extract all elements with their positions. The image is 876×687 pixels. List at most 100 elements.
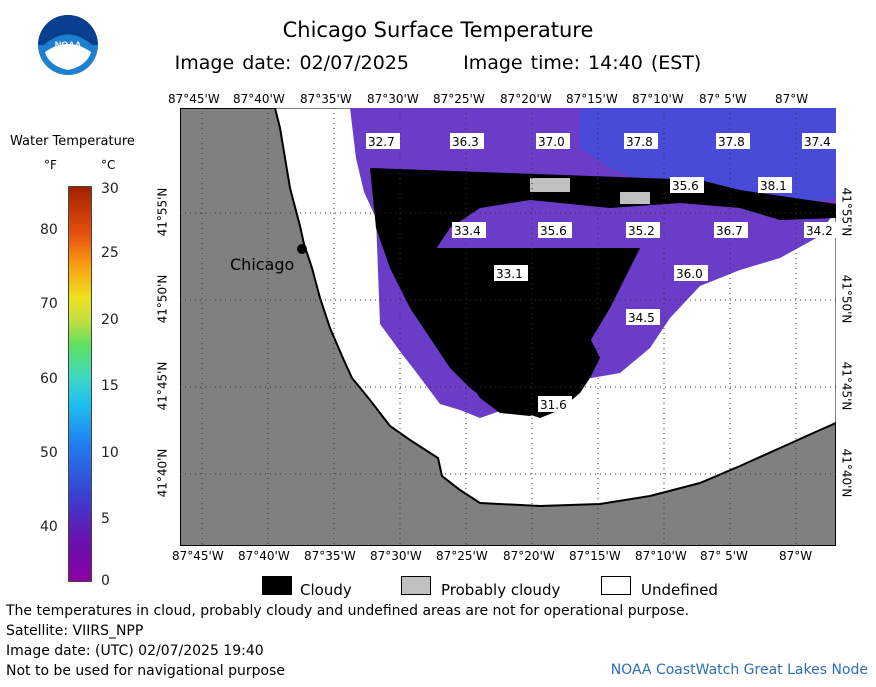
svg-text:35.6: 35.6 (672, 179, 699, 193)
utc-date-text: Image date: (UTC) 02/07/2025 19:40 (6, 643, 264, 659)
lon-label-bottom: 87°25'W (436, 549, 488, 563)
lat-label-right: 41°40'N (839, 448, 854, 498)
lon-label-top: 87°15'W (566, 92, 618, 106)
svg-text:35.2: 35.2 (628, 224, 655, 238)
f-tick: 60 (40, 371, 58, 387)
lon-label-bottom: 87°10'W (635, 549, 687, 563)
temp-label: 37.8 (716, 133, 750, 149)
lat-label-left: 41°50'N (155, 274, 170, 324)
temp-label: 31.6 (538, 396, 572, 412)
temperature-labels: 32.7 36.3 37.0 37.8 37.8 37.4 35.6 38.1 … (366, 133, 836, 412)
f-tick: 70 (40, 296, 58, 312)
lon-label-bottom: 87°W (779, 549, 813, 563)
lon-label-bottom: 87° 5'W (700, 549, 748, 563)
temp-label: 32.7 (366, 133, 400, 149)
temp-label: 38.1 (758, 177, 792, 193)
temp-label: 36.3 (450, 133, 484, 149)
c-tick: 30 (101, 181, 119, 197)
probably-cloudy-swatch (401, 576, 431, 595)
color-scale-bar (68, 186, 92, 582)
lat-label-right: 41°50'N (839, 274, 854, 324)
cloudy-swatch (262, 576, 292, 595)
svg-text:36.0: 36.0 (676, 267, 703, 281)
temp-label: 37.4 (802, 133, 836, 149)
lat-label-right: 41°45'N (839, 361, 854, 411)
probably-cloudy-area (530, 178, 570, 192)
c-tick: 5 (101, 511, 110, 527)
satellite-text: Satellite: VIIRS_NPP (6, 623, 144, 639)
unit-celsius: °C (101, 158, 116, 172)
lon-label-top: 87° 5'W (699, 92, 747, 106)
lon-label-bottom: 87°40'W (238, 549, 290, 563)
c-tick: 20 (101, 312, 119, 328)
probably-cloudy-label: Probably cloudy (441, 581, 561, 599)
lat-label-left: 41°45'N (155, 361, 170, 411)
svg-text:34.5: 34.5 (628, 311, 655, 325)
lon-label-top: 87°20'W (500, 92, 552, 106)
lon-label-bottom: 87°15'W (569, 549, 621, 563)
lon-label-top: 87°10'W (632, 92, 684, 106)
noaa-logo: NOAA (37, 14, 99, 76)
temp-label: 35.2 (626, 222, 660, 238)
c-tick: 0 (101, 573, 110, 589)
svg-text:35.6: 35.6 (540, 224, 567, 238)
svg-text:37.0: 37.0 (538, 135, 565, 149)
c-tick: 25 (101, 245, 119, 261)
lon-label-bottom: 87°30'W (370, 549, 422, 563)
temp-label: 34.2 (804, 222, 836, 238)
svg-text:37.8: 37.8 (718, 135, 745, 149)
svg-text:32.7: 32.7 (368, 135, 395, 149)
lat-label-left: 41°40'N (155, 448, 170, 498)
svg-text:33.1: 33.1 (496, 267, 523, 281)
temp-label: 34.5 (626, 309, 660, 325)
temp-label: 33.4 (452, 222, 486, 238)
credit-text: NOAA CoastWatch Great Lakes Node (610, 662, 868, 678)
c-tick: 10 (101, 445, 119, 461)
image-time: Image time: 14:40 (EST) (463, 52, 702, 74)
temp-label: 33.1 (494, 265, 528, 281)
lat-label-right: 41°55'N (839, 187, 854, 237)
f-tick: 80 (40, 222, 58, 238)
disclaimer-text: The temperatures in cloud, probably clou… (6, 603, 690, 619)
temp-label: 37.0 (536, 133, 570, 149)
image-date: Image date: 02/07/2025 (174, 52, 410, 74)
lon-label-bottom: 87°45'W (172, 549, 224, 563)
lon-label-top: 87°40'W (233, 92, 285, 106)
lon-label-top: 87°W (775, 92, 809, 106)
svg-text:31.6: 31.6 (540, 398, 567, 412)
undefined-label: Undefined (641, 581, 718, 599)
lon-label-top: 87°45'W (168, 92, 220, 106)
undefined-swatch (601, 576, 631, 595)
svg-text:38.1: 38.1 (760, 179, 787, 193)
city-label: Chicago (230, 255, 294, 274)
temperature-map: Chicago 32.7 36.3 37.0 37.8 37.8 37.4 35… (180, 108, 836, 546)
temp-label: 36.7 (714, 222, 748, 238)
land-area (180, 108, 836, 546)
lon-label-bottom: 87°20'W (503, 549, 555, 563)
image-datetime: Image date: 02/07/2025 Image time: 14:40… (0, 52, 876, 74)
f-tick: 40 (40, 519, 58, 535)
c-tick: 15 (101, 378, 119, 394)
lon-label-top: 87°35'W (300, 92, 352, 106)
legend-title: Water Temperature (10, 134, 135, 149)
lat-label-left: 41°55'N (155, 187, 170, 237)
unit-fahrenheit: °F (44, 158, 57, 172)
navigation-warning: Not to be used for navigational purpose (6, 663, 285, 679)
temp-label: 37.8 (624, 133, 658, 149)
lat-lon-grid (180, 108, 836, 546)
cloud-area-south (420, 248, 640, 416)
svg-text:37.8: 37.8 (626, 135, 653, 149)
svg-text:34.2: 34.2 (806, 224, 833, 238)
logo-text: NOAA (55, 40, 82, 50)
cloudy-label: Cloudy (300, 581, 352, 599)
chicago-marker (297, 244, 307, 254)
svg-text:36.7: 36.7 (716, 224, 743, 238)
probably-cloudy-area (620, 192, 650, 204)
svg-text:33.4: 33.4 (454, 224, 481, 238)
lon-label-top: 87°25'W (433, 92, 485, 106)
svg-text:36.3: 36.3 (452, 135, 479, 149)
lon-label-top: 87°30'W (367, 92, 419, 106)
temp-label: 35.6 (670, 177, 704, 193)
f-tick: 50 (40, 445, 58, 461)
temp-label: 36.0 (674, 265, 708, 281)
